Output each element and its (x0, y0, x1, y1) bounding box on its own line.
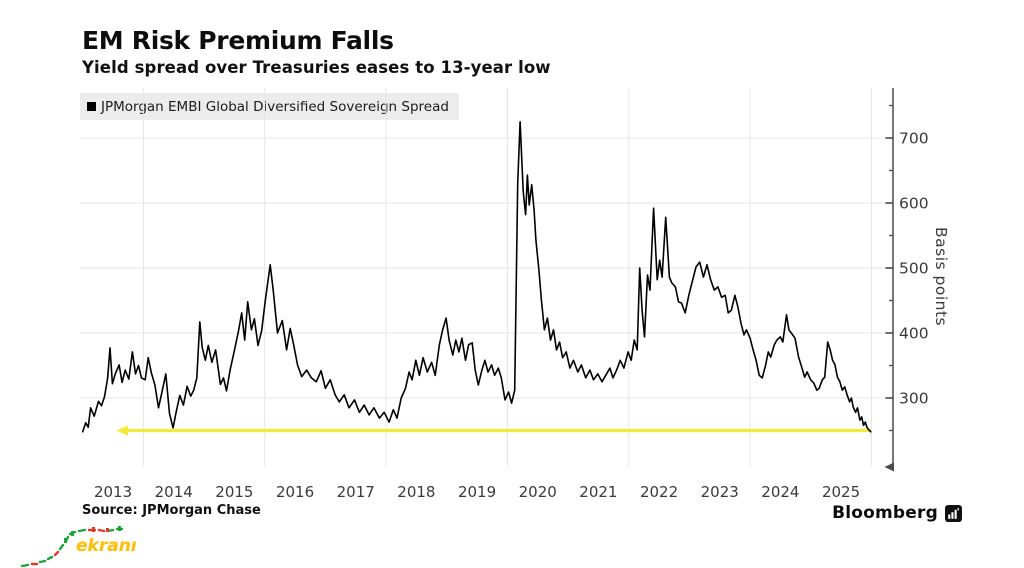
x-tick-label: 2018 (397, 483, 435, 501)
x-tick-label: 2013 (94, 483, 132, 501)
y-tick-label: 300 (899, 390, 929, 408)
bloomberg-wordmark: Bloomberg (832, 503, 938, 523)
y-tick-label: 500 (899, 260, 929, 278)
x-tick-label: 2015 (215, 483, 253, 501)
x-tick-label: 2021 (579, 483, 617, 501)
chart-title: EM Risk Premium Falls (82, 26, 394, 55)
watermark: ekranı (0, 524, 170, 568)
legend: JPMorgan EMBI Global Diversified Soverei… (80, 93, 459, 120)
y-tick-label: 400 (899, 325, 929, 343)
source-note: Source: JPMorgan Chase (82, 503, 261, 518)
y-axis-title: Basis points (932, 227, 950, 327)
watermark-candlestick-doodle (20, 526, 124, 568)
x-tick-label: 2025 (822, 483, 860, 501)
bloomberg-credit: Bloomberg (832, 503, 962, 523)
spread-series-line (81, 121, 872, 433)
watermark-text: ekranı (76, 536, 137, 556)
x-tick-label: 2017 (337, 483, 375, 501)
low-level-arrow-head (116, 425, 129, 436)
chart-subtitle: Yield spread over Treasuries eases to 13… (82, 58, 551, 77)
legend-series-label: JPMorgan EMBI Global Diversified Soverei… (101, 98, 449, 115)
x-tick-label: 2014 (155, 483, 193, 501)
x-tick-label: 2024 (761, 483, 799, 501)
legend-series-marker-icon (87, 102, 96, 111)
x-tick-label: 2019 (458, 483, 496, 501)
bloomberg-terminal-icon (945, 504, 962, 522)
y-tick-label: 600 (899, 195, 929, 213)
x-tick-label: 2022 (640, 483, 678, 501)
x-tick-label: 2020 (519, 483, 557, 501)
x-tick-label: 2023 (701, 483, 739, 501)
y-axis-end-arrow (884, 462, 894, 472)
y-tick-label: 700 (899, 130, 929, 148)
x-tick-label: 2016 (276, 483, 314, 501)
